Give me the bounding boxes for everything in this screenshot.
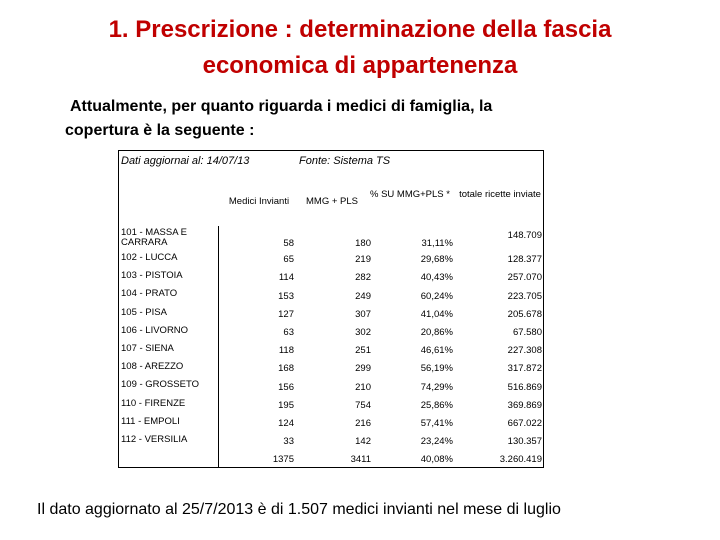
row-label: 112 - VERSILIA: [121, 434, 188, 445]
cell-value: 29,68%: [420, 254, 453, 266]
column-header: totale ricette inviate: [459, 189, 541, 200]
cell-value: 195: [278, 399, 294, 411]
cell-value: 23,24%: [420, 436, 453, 448]
cell-value: 33: [283, 436, 294, 448]
cell-value: 46,61%: [420, 345, 453, 357]
row-label: 105 - PISA: [121, 306, 167, 318]
row-label: 106 - LIVORNO: [121, 324, 189, 336]
cell-value: 317.872: [507, 363, 542, 375]
row-label: 111 - EMPOLI: [121, 415, 180, 427]
cell-value: 142: [355, 436, 371, 448]
column-header: MMG + PLS: [306, 196, 358, 207]
column-divider: [218, 226, 219, 467]
cell-value: 227.308: [507, 345, 542, 357]
cell-value: 128.377: [507, 254, 542, 266]
data-table: Dati aggiornai al: 14/07/13 Fonte: Siste…: [118, 150, 544, 468]
cell-value: 118: [278, 345, 294, 357]
update-date: Dati aggiornai al: 14/07/13: [121, 155, 250, 167]
cell-value: 57,41%: [420, 417, 453, 429]
cell-value: 307: [355, 308, 371, 320]
cell-value: 153: [278, 290, 294, 302]
cell-value: 40,43%: [420, 272, 453, 284]
cell-value: 205.678: [507, 308, 542, 320]
cell-value: 41,04%: [420, 308, 453, 320]
column-header: Medici Invianti: [228, 196, 290, 207]
row-label: 108 - AREZZO: [121, 361, 184, 373]
cell-value: 168: [278, 363, 294, 375]
intro-line: copertura è la seguente :: [65, 122, 255, 139]
total-value: 1375: [272, 454, 294, 466]
row-label: 107 - SIENA: [121, 343, 174, 354]
total-value: 40,08%: [420, 454, 453, 466]
cell-value: 667.022: [507, 417, 542, 429]
cell-value: 210: [355, 381, 371, 393]
cell-value: 219: [355, 254, 371, 266]
row-label: 104 - PRATO: [121, 288, 178, 300]
cell-value: 148.709: [507, 230, 542, 241]
cell-value: 25,86%: [420, 399, 453, 411]
cell-value: 63: [283, 326, 294, 338]
cell-value: 124: [278, 417, 294, 429]
cell-value: 257.070: [507, 272, 542, 284]
source: Fonte: Sistema TS: [299, 155, 391, 167]
cell-value: 251: [355, 345, 371, 357]
cell-value: 156: [278, 381, 294, 393]
cell-value: 114: [278, 272, 294, 284]
title-line: 1. Prescrizione : determinazione della f…: [108, 16, 612, 43]
title-line: economica di appartenenza: [202, 52, 518, 79]
cell-value: 65: [283, 254, 294, 266]
cell-value: 130.357: [507, 436, 542, 448]
cell-value: 180: [355, 238, 371, 249]
cell-value: 249: [355, 290, 371, 302]
total-value: 3411: [350, 454, 371, 466]
cell-value: 223.705: [507, 290, 542, 302]
row-label: 103 - PISTOIA: [121, 270, 183, 282]
cell-value: 127: [278, 308, 294, 320]
cell-value: 516.869: [507, 381, 542, 393]
cell-value: 20,86%: [420, 326, 453, 338]
cell-value: 74,29%: [420, 381, 453, 393]
total-value: 3.260.419: [499, 454, 542, 466]
column-header: % SU MMG+PLS *: [370, 189, 450, 200]
cell-value: 282: [355, 272, 371, 284]
cell-value: 369.869: [507, 399, 542, 411]
cell-value: 302: [355, 326, 371, 338]
row-label: 110 - FIRENZE: [121, 397, 186, 409]
cell-value: 67.580: [512, 326, 542, 338]
row-label: 109 - GROSSETO: [121, 379, 199, 391]
cell-value: 60,24%: [420, 290, 453, 302]
cell-value: 754: [355, 399, 371, 411]
cell-value: 216: [355, 417, 371, 429]
cell-value: 31,11%: [421, 238, 453, 249]
row-label: 102 - LUCCA: [121, 252, 178, 263]
row-label: 101 - MASSA E CARRARA: [121, 227, 188, 248]
cell-value: 299: [355, 363, 371, 375]
cell-value: 56,19%: [420, 363, 453, 375]
intro-line: Attualmente, per quanto riguarda i medic…: [70, 98, 493, 115]
footer-note: Il dato aggiornato al 25/7/2013 è di 1.5…: [37, 501, 561, 518]
cell-value: 58: [283, 238, 294, 249]
